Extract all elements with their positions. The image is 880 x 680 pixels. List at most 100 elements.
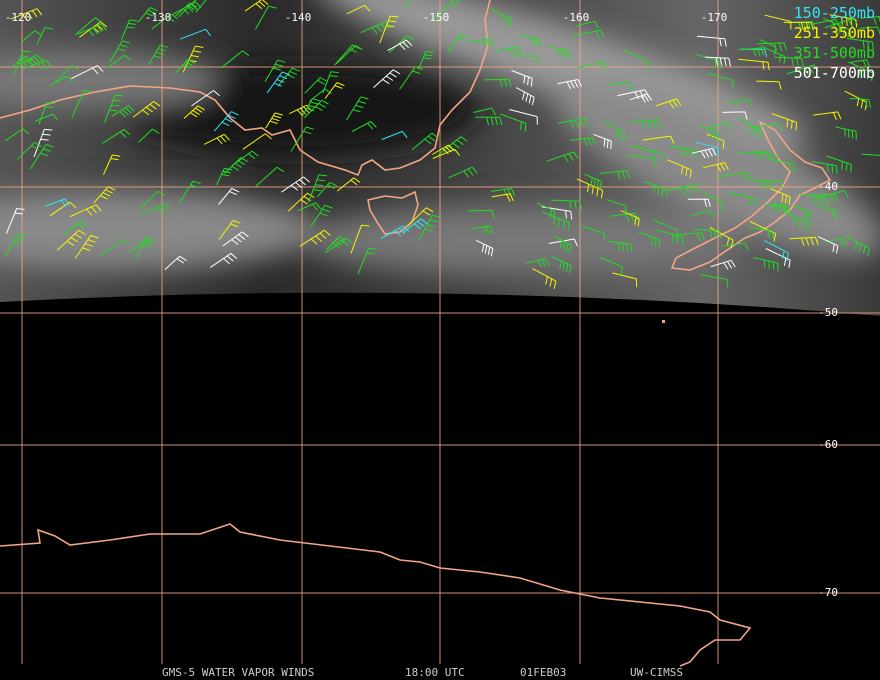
wind-barb bbox=[265, 112, 283, 129]
wind-barb bbox=[63, 220, 88, 236]
wind-barb bbox=[753, 257, 779, 272]
wind-barb bbox=[379, 15, 399, 44]
wind-barb bbox=[738, 47, 765, 57]
wind-barb bbox=[381, 130, 408, 140]
wind-barb bbox=[786, 64, 819, 76]
wind-barb bbox=[107, 54, 132, 69]
wind-barb bbox=[10, 8, 43, 22]
wind-barb bbox=[102, 128, 131, 144]
wind-barb bbox=[151, 13, 178, 30]
wind-barb bbox=[128, 236, 155, 254]
wind-barb bbox=[848, 59, 871, 68]
wind-barb bbox=[846, 37, 874, 50]
wind-barb bbox=[322, 71, 339, 94]
wind-barb bbox=[222, 231, 249, 247]
wind-barb bbox=[707, 72, 734, 89]
wind-barb bbox=[324, 237, 353, 254]
longitude-label: -150 bbox=[423, 11, 450, 24]
wind-barb bbox=[642, 135, 675, 144]
wind-barb bbox=[727, 98, 753, 107]
wind-barb bbox=[607, 240, 633, 253]
wind-barb bbox=[690, 210, 715, 218]
wind-barb bbox=[336, 177, 361, 192]
wind-barb bbox=[218, 220, 241, 240]
wind-barb bbox=[552, 256, 572, 274]
labels: -120 -130 -140 -150 -160 -170 -40 -50 -60 -70 150-… bbox=[5, 4, 875, 679]
wind-barb bbox=[747, 179, 773, 190]
wind-barb bbox=[5, 208, 25, 234]
wind-barb bbox=[728, 192, 757, 207]
wind-barb bbox=[638, 231, 661, 248]
wind-barb bbox=[710, 259, 736, 270]
wind-barb bbox=[756, 42, 787, 51]
wind-barb bbox=[495, 45, 522, 56]
longitude-label: -160 bbox=[563, 11, 590, 24]
wind-barb bbox=[433, 0, 462, 22]
wind-barb bbox=[793, 205, 812, 221]
wind-barb bbox=[722, 111, 748, 120]
wind-barb bbox=[244, 0, 269, 12]
wind-barb bbox=[334, 44, 360, 66]
wind-barb bbox=[721, 242, 749, 251]
wind-barb bbox=[764, 14, 792, 30]
wind-barb bbox=[335, 45, 363, 65]
wind-barb bbox=[706, 133, 725, 149]
latitude-label: -40 bbox=[818, 180, 838, 193]
wind-barb bbox=[213, 111, 239, 132]
wind-barb bbox=[702, 191, 723, 211]
wind-barb bbox=[629, 145, 655, 160]
wind-barb bbox=[71, 89, 92, 119]
wind-barb bbox=[203, 133, 230, 145]
wind-barb bbox=[77, 23, 107, 37]
wind-barb bbox=[182, 45, 204, 73]
wind-barb bbox=[628, 119, 662, 129]
wind-barb bbox=[491, 187, 516, 197]
wind-barb bbox=[432, 148, 460, 159]
wind-barb bbox=[584, 173, 602, 190]
wind-barb bbox=[515, 55, 539, 65]
wind-barb bbox=[599, 170, 631, 180]
wind-barb bbox=[753, 122, 783, 131]
wind-barb bbox=[770, 188, 791, 205]
wind-barb bbox=[164, 255, 187, 270]
wind-barb bbox=[667, 183, 700, 195]
wind-barb bbox=[345, 96, 369, 121]
wind-barb bbox=[109, 40, 131, 64]
wind-barb bbox=[695, 141, 719, 156]
footer-text: GMS-5 WATER VAPOR WINDS bbox=[162, 666, 314, 679]
wind-barb bbox=[783, 21, 814, 31]
wind-barb bbox=[593, 133, 612, 150]
footer-text: 18:00 UTC bbox=[405, 666, 465, 679]
wind-barb bbox=[825, 17, 859, 29]
wind-barb bbox=[183, 105, 205, 119]
wind-barb bbox=[467, 210, 495, 219]
wind-barb bbox=[844, 90, 868, 111]
wind-barb bbox=[577, 61, 609, 71]
wind-barb bbox=[709, 227, 734, 249]
wind-barb bbox=[765, 248, 791, 269]
wind-barb bbox=[218, 188, 240, 205]
wind-barb bbox=[756, 80, 782, 90]
wind-barb bbox=[536, 202, 556, 220]
wind-barb bbox=[172, 1, 202, 15]
wind-barb bbox=[515, 87, 535, 106]
wind-barb bbox=[484, 78, 512, 88]
wind-barb bbox=[75, 17, 102, 36]
latitude-label: -60 bbox=[818, 438, 838, 451]
wind-barb bbox=[553, 235, 572, 254]
wind-barb bbox=[749, 221, 777, 242]
wind-barb bbox=[317, 181, 338, 198]
wind-barb bbox=[215, 167, 233, 186]
wind-barb bbox=[490, 8, 513, 27]
wind-barb bbox=[570, 137, 596, 147]
wind-barb bbox=[432, 144, 455, 155]
wind-barb bbox=[757, 180, 783, 189]
wind-barb bbox=[29, 144, 54, 170]
wind-barb bbox=[55, 65, 79, 83]
wind-barb bbox=[178, 180, 201, 204]
wind-barb bbox=[402, 218, 428, 234]
wind-barb bbox=[475, 116, 503, 126]
legend-entry: 351-500mb bbox=[794, 44, 875, 62]
wind-barb bbox=[812, 111, 842, 120]
wind-barb bbox=[242, 133, 272, 150]
